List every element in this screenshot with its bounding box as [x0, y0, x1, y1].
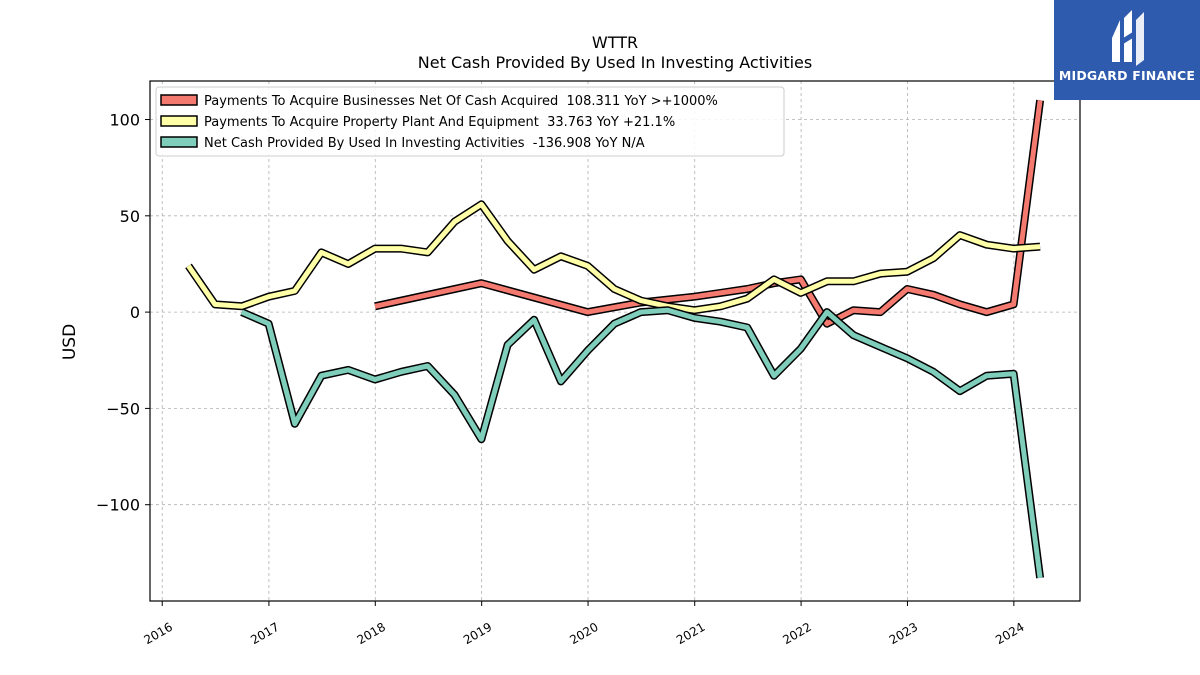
legend-box: [155, 86, 785, 157]
x-tick-label: 2023: [887, 620, 920, 647]
y-tick-label: 100: [109, 111, 140, 130]
series-layer: [185, 99, 1045, 579]
legend-swatch: [160, 136, 198, 148]
series-line-2: [240, 307, 1043, 579]
grid-lines: [150, 81, 1080, 601]
legend: Payments To Acquire Businesses Net Of Ca…: [155, 86, 785, 157]
series-line-1: [186, 201, 1041, 313]
legend-swatch: [160, 94, 198, 106]
x-tick-label: 2018: [355, 620, 388, 647]
chart-title: WTTR: [592, 33, 638, 52]
chart-subtitle: Net Cash Provided By Used In Investing A…: [418, 53, 812, 72]
x-tick-label: 2019: [461, 620, 494, 647]
series-line-outline-2: [240, 306, 1045, 579]
x-tick-label: 2016: [142, 620, 175, 647]
logo-text: MIDGARD FINANCE: [1058, 68, 1196, 83]
x-tick-label: 2020: [567, 620, 600, 647]
midgard-finance-logo: MIDGARD FINANCE: [1054, 0, 1200, 100]
y-axis-label: USD: [60, 324, 80, 360]
series-line-0: [374, 99, 1043, 327]
legend-swatch: [160, 115, 198, 127]
x-tick-label: 2022: [780, 620, 813, 647]
y-tick-label: 0: [130, 303, 140, 322]
plot-frame: [149, 80, 1081, 602]
legend-label: Payments To Acquire Property Plant And E…: [204, 115, 675, 130]
y-tick-label: −50: [106, 399, 140, 418]
x-tick-label: 2024: [993, 620, 1026, 647]
legend-label: Net Cash Provided By Used In Investing A…: [204, 136, 645, 151]
legend-label: Payments To Acquire Businesses Net Of Ca…: [204, 94, 718, 109]
y-tick-label: 50: [120, 207, 140, 226]
midgard-logo-icon: [1112, 10, 1144, 66]
x-tick-label: 2021: [674, 620, 707, 647]
x-tick-label: 2017: [248, 620, 281, 647]
y-tick-label: −100: [96, 496, 140, 515]
